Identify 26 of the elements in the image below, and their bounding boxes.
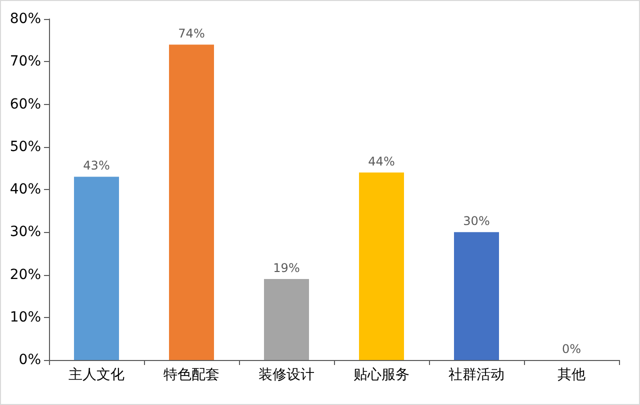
bar bbox=[454, 232, 499, 360]
data-label: 74% bbox=[178, 26, 205, 41]
x-tick-label: 特色配套 bbox=[164, 367, 220, 383]
y-tick-label: 10% bbox=[10, 309, 41, 326]
y-tick-label: 30% bbox=[10, 224, 41, 240]
bar bbox=[74, 176, 119, 360]
y-tick-label: 20% bbox=[10, 266, 41, 283]
bar bbox=[264, 279, 309, 360]
x-tick-label: 其他 bbox=[558, 367, 586, 383]
y-tick-label: 70% bbox=[10, 54, 41, 70]
bar bbox=[359, 172, 404, 360]
data-label: 44% bbox=[368, 154, 395, 168]
x-tick-label: 主人文化 bbox=[68, 367, 124, 383]
y-tick-label: 40% bbox=[10, 182, 41, 198]
x-tick-label: 社群活动 bbox=[448, 367, 504, 383]
x-tick-label: 装修设计 bbox=[258, 367, 314, 383]
x-tick-label: 贴心服务 bbox=[354, 367, 410, 383]
y-tick-label: 0% bbox=[18, 352, 41, 368]
data-label: 43% bbox=[83, 158, 110, 173]
data-label: 0% bbox=[562, 342, 582, 356]
y-tick-label: 80% bbox=[10, 11, 41, 27]
data-label: 19% bbox=[273, 261, 300, 276]
bar bbox=[169, 44, 214, 360]
data-label: 30% bbox=[463, 214, 490, 228]
y-tick-label: 50% bbox=[10, 138, 41, 155]
y-tick-label: 60% bbox=[10, 96, 41, 112]
